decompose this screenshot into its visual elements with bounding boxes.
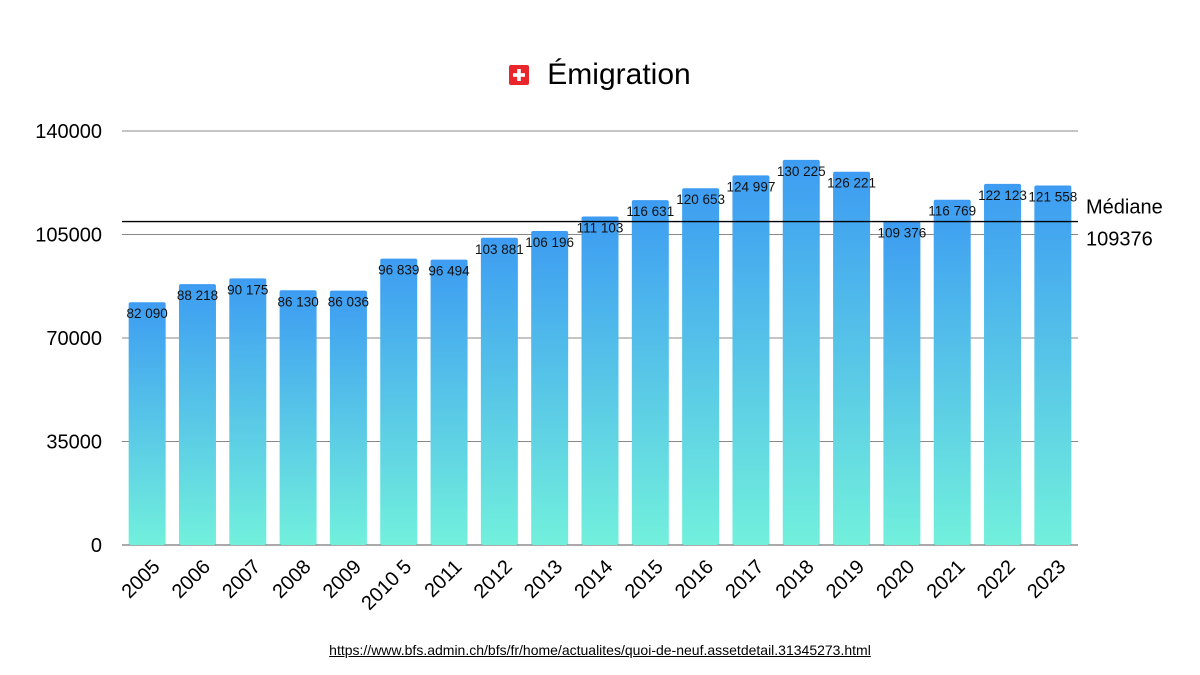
- bar: [380, 258, 418, 545]
- bar-value-label: 130 225: [777, 164, 826, 179]
- median-value-label: 109376: [1086, 229, 1153, 251]
- bar: [833, 171, 871, 546]
- bar-value-label: 90 175: [227, 282, 268, 297]
- bars: [128, 159, 1072, 546]
- x-tick-label: 2022: [973, 556, 1020, 603]
- y-tick-label: 140000: [35, 121, 102, 143]
- bar: [229, 278, 267, 545]
- bar-value-label: 126 221: [827, 176, 876, 191]
- x-tick-label: 2016: [671, 556, 718, 603]
- bar: [883, 221, 921, 545]
- bar-value-label: 109 376: [877, 226, 926, 241]
- x-tick-label: 2009: [319, 556, 366, 603]
- bar-value-label: 120 653: [676, 192, 725, 207]
- median: Médiane 109376: [122, 197, 1163, 251]
- x-tick-label: 2023: [1023, 556, 1070, 603]
- bar-value-label: 111 103: [577, 220, 624, 235]
- bar-value-label: 103 881: [475, 242, 524, 257]
- bar: [631, 200, 669, 545]
- bar-value-label: 124 997: [727, 179, 776, 194]
- x-tick-label: 2017: [721, 556, 768, 603]
- bar: [581, 216, 619, 545]
- bar-value-label: 96 494: [428, 264, 470, 279]
- y-tick-label: 0: [91, 535, 102, 557]
- swiss-flag-icon: [509, 65, 530, 85]
- bar: [178, 284, 216, 545]
- x-tick-label: 2019: [822, 556, 869, 603]
- y-tick-label: 105000: [35, 225, 102, 247]
- bar: [279, 290, 317, 545]
- x-tick-label: 2014: [570, 556, 617, 603]
- bar: [128, 302, 166, 545]
- bar: [984, 183, 1022, 545]
- y-axis: 0 35000 70000 105000 140000: [35, 121, 102, 557]
- bar-value-label: 106 196: [525, 235, 574, 250]
- x-tick-label: 2010 5: [357, 556, 416, 615]
- bar-value-label: 116 631: [626, 204, 674, 219]
- y-tick-label: 35000: [46, 432, 102, 454]
- x-tick-label: 2007: [218, 556, 265, 603]
- bar-value-label: 121 558: [1028, 190, 1077, 205]
- bar-value-label: 96 839: [378, 263, 419, 278]
- x-tick-label: 2015: [621, 556, 668, 603]
- bar-value-label: 122 123: [978, 188, 1027, 203]
- chart-title: Émigration: [0, 58, 1200, 92]
- x-tick-label: 2020: [872, 556, 919, 603]
- bar: [1034, 185, 1072, 545]
- chart-title-text: Émigration: [547, 58, 691, 91]
- x-tick-label: 2018: [772, 556, 819, 603]
- bar: [329, 290, 367, 545]
- source-link[interactable]: https://www.bfs.admin.ch/bfs/fr/home/act…: [329, 642, 871, 658]
- bar: [480, 237, 518, 546]
- value-labels: 82 090 88 218 90 175 86 130 86 036 96 839 96 4…: [127, 164, 1078, 321]
- x-tick-label: 2021: [923, 556, 970, 603]
- bar-value-label: 116 769: [928, 204, 976, 219]
- x-tick-label: 2006: [168, 556, 215, 603]
- x-tick-label: 2008: [269, 556, 316, 603]
- bar: [732, 175, 770, 545]
- bar: [933, 199, 971, 545]
- x-tick-label: 2013: [520, 556, 567, 603]
- bar-value-label: 86 130: [277, 294, 318, 309]
- bar: [682, 188, 720, 545]
- bar-value-label: 82 090: [127, 306, 168, 321]
- bar-value-label: 86 036: [328, 295, 369, 310]
- x-tick-label: 2011: [421, 556, 467, 602]
- median-label: Médiane: [1086, 197, 1163, 219]
- x-tick-label: 2005: [118, 556, 165, 603]
- bar: [430, 259, 468, 545]
- bar: [531, 230, 569, 545]
- y-tick-label: 70000: [46, 328, 102, 350]
- bar: [782, 159, 820, 545]
- x-tick-label: 2012: [470, 556, 517, 603]
- bar-value-label: 88 218: [177, 288, 218, 303]
